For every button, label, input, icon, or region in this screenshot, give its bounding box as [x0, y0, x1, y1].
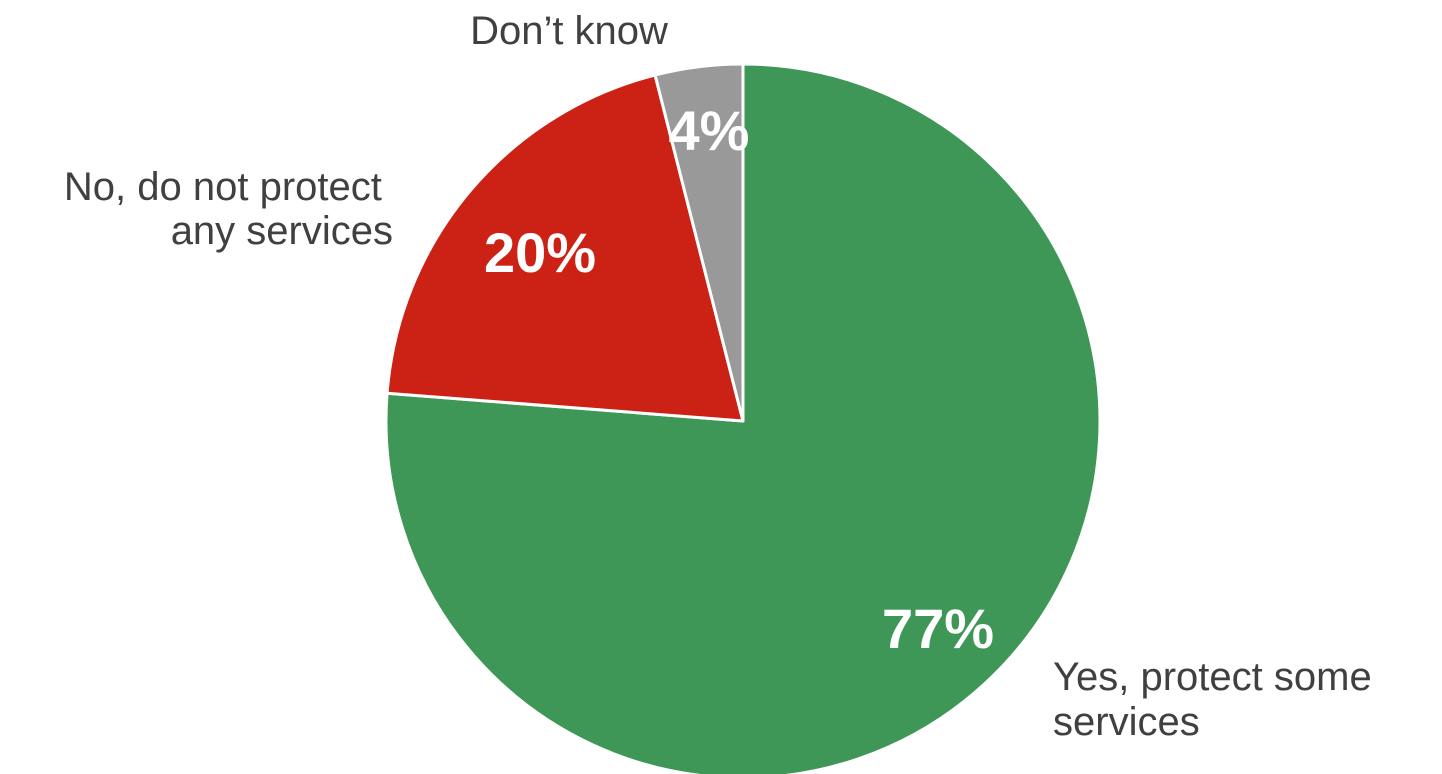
slice-category-label-yes: Yes, protect some services [1053, 655, 1383, 744]
slice-category-label-dont-know-line-1: Don’t know [470, 9, 668, 53]
slice-category-label-no-line-1: No, do not protect [64, 165, 382, 209]
slice-value-label-dont-know: 4% [669, 99, 750, 162]
slice-value-label-no: 20% [484, 221, 596, 284]
slice-category-label-no-line-2: any services [171, 209, 393, 253]
slice-category-label-yes-line-2: services [1053, 700, 1200, 744]
pie-slice-yes [384, 62, 1102, 774]
pie-slice-no [385, 73, 745, 423]
slice-category-label-yes-line-1: Yes, protect some [1053, 655, 1372, 699]
pie-slices [384, 62, 1102, 774]
slice-value-label-yes: 77% [882, 597, 994, 660]
slice-category-label-dont-know: Don’t know [470, 9, 668, 53]
slice-category-label-no: No, do not protect any services [64, 165, 393, 253]
pie-slice-dont-know [653, 62, 745, 423]
